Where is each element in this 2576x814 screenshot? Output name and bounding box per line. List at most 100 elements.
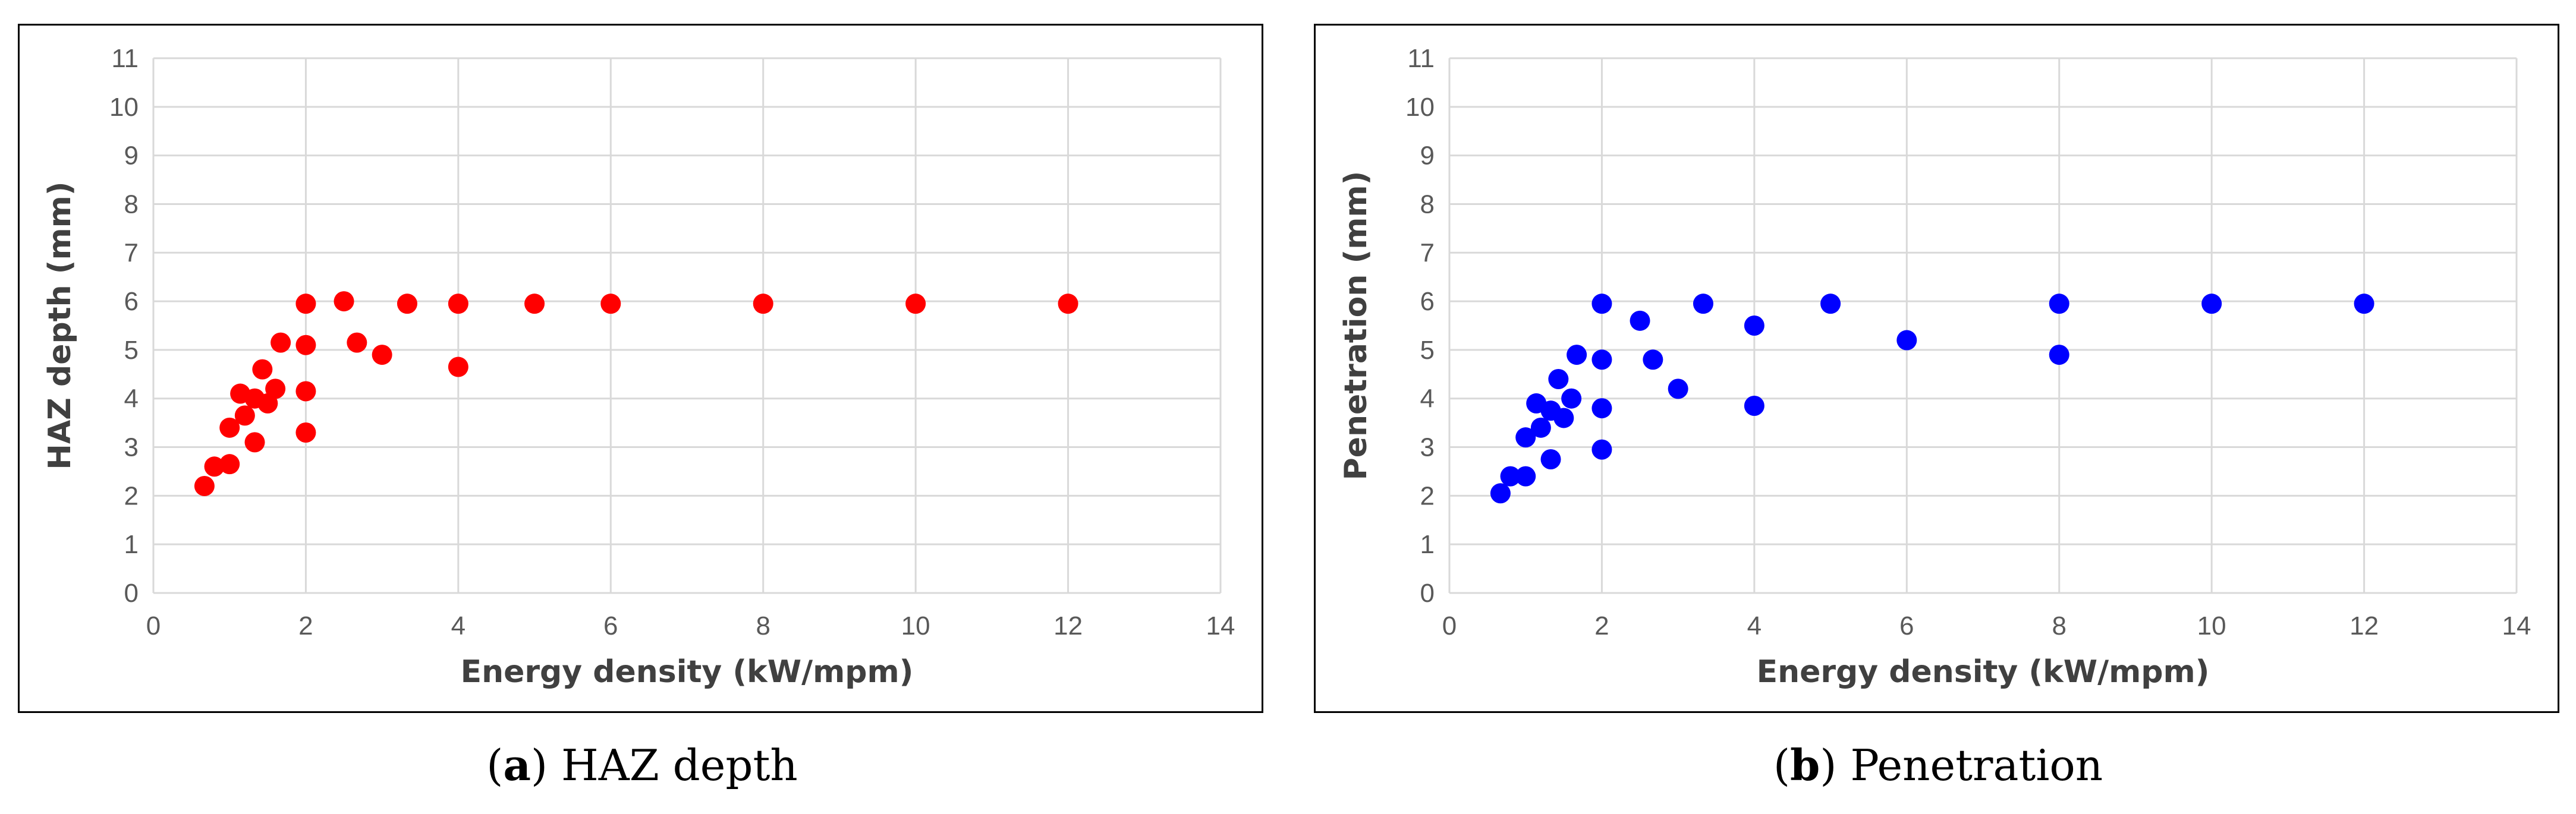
x-tick-label: 0 [146, 611, 161, 641]
data-point [295, 335, 316, 355]
x-axis-title: Energy density (kW/mpm) [461, 654, 914, 690]
y-tick-label: 3 [1420, 433, 1435, 462]
data-point [1744, 396, 1764, 416]
y-tick-label: 9 [1420, 141, 1435, 171]
y-tick-label: 3 [124, 433, 139, 462]
data-series [1490, 294, 2374, 504]
data-point [1548, 369, 1569, 389]
data-point [524, 294, 545, 314]
data-point [234, 405, 255, 426]
y-tick-label: 10 [1405, 93, 1435, 122]
data-point [397, 294, 417, 314]
data-point [295, 294, 316, 314]
data-point [194, 476, 215, 496]
caption-a: (a) HAZ depth [486, 740, 798, 790]
y-tick-label: 2 [124, 481, 139, 510]
data-point [1540, 449, 1561, 469]
data-point [1630, 310, 1650, 331]
data-point [2049, 294, 2069, 314]
data-point [1896, 330, 1917, 351]
y-tick-label: 8 [1420, 190, 1435, 219]
x-tick-label: 14 [1206, 611, 1235, 641]
data-point [347, 332, 367, 353]
data-point [905, 294, 926, 314]
data-point [1744, 315, 1764, 336]
x-tick-label: 14 [2502, 611, 2531, 641]
x-tick-label: 4 [1747, 611, 1762, 641]
data-point [1567, 345, 1587, 365]
data-point [448, 356, 468, 377]
data-point [1668, 378, 1688, 399]
y-axis-title: Penetration (mm) [1338, 171, 1374, 481]
data-point [372, 345, 392, 365]
data-point [1693, 294, 1713, 314]
x-tick-label: 2 [298, 611, 313, 641]
chart-panel-b: 0 2 4 6 8 10 12 14 0 1 2 3 4 5 6 7 8 9 10 11 Energy density … [1314, 24, 2559, 713]
data-point [1515, 427, 1536, 448]
y-tick-label: 5 [1420, 336, 1435, 365]
y-tick-label: 6 [124, 287, 139, 316]
data-point [244, 432, 265, 453]
data-point [1530, 417, 1551, 438]
y-tick-label: 5 [124, 336, 139, 365]
x-tick-label: 6 [603, 611, 618, 641]
y-tick-label: 7 [1420, 238, 1435, 267]
data-point [334, 291, 354, 312]
data-point [1515, 466, 1536, 487]
x-axis-title: Energy density (kW/mpm) [1757, 654, 2210, 690]
x-tick-label: 0 [1442, 611, 1457, 641]
x-tick-label: 8 [2052, 611, 2066, 641]
data-point [1561, 388, 1582, 409]
y-tick-label: 9 [124, 141, 139, 171]
y-tick-label: 11 [1407, 44, 1435, 73]
data-point [271, 332, 291, 353]
y-axis-title: HAZ depth (mm) [42, 181, 78, 469]
data-point [1643, 349, 1663, 370]
y-tick-label: 11 [111, 44, 139, 73]
y-tick-label: 8 [124, 190, 139, 219]
data-point [2354, 294, 2374, 314]
data-point [1058, 294, 1078, 314]
caption-a-letter: a [503, 740, 531, 790]
data-point [448, 294, 468, 314]
data-point [219, 417, 240, 438]
data-point [204, 456, 225, 477]
data-point [252, 359, 273, 380]
caption-b: (b) Penetration [1773, 740, 2103, 790]
y-tick-label: 7 [124, 238, 139, 267]
data-point [219, 454, 240, 475]
data-point [1553, 408, 1574, 428]
y-tick-label: 4 [1420, 384, 1435, 414]
data-point [600, 294, 621, 314]
x-tick-label: 12 [2349, 611, 2379, 641]
data-point [295, 422, 316, 443]
grid-lines [1448, 57, 2518, 594]
y-tick-label: 0 [1420, 579, 1435, 608]
data-point [1500, 466, 1521, 487]
y-tick-label: 0 [124, 579, 139, 608]
caption-b-text: ) Penetration [1820, 740, 2103, 790]
y-tick-label: 6 [1420, 287, 1435, 316]
data-point [2049, 345, 2069, 365]
y-tick-label: 2 [1420, 481, 1435, 510]
y-tick-label: 1 [1420, 530, 1435, 559]
data-point [753, 294, 773, 314]
data-point [2201, 294, 2222, 314]
data-series [194, 291, 1078, 496]
x-tick-label: 8 [756, 611, 770, 641]
x-tick-label: 10 [2197, 611, 2226, 641]
data-point [1591, 439, 1612, 460]
x-tick-label: 4 [451, 611, 465, 641]
y-tick-label: 4 [124, 384, 139, 414]
y-tick-label: 1 [124, 530, 139, 559]
caption-a-text: ) HAZ depth [530, 740, 798, 790]
caption-b-letter: b [1790, 740, 1820, 790]
x-tick-label: 2 [1594, 611, 1609, 641]
data-point [265, 378, 286, 399]
data-point [1490, 483, 1511, 504]
y-tick-label: 10 [109, 93, 139, 122]
chart-panel-a: 0 2 4 6 8 10 12 14 0 1 2 3 4 5 6 7 8 9 10 11 Energy density … [18, 24, 1263, 713]
x-tick-label: 12 [1053, 611, 1083, 641]
